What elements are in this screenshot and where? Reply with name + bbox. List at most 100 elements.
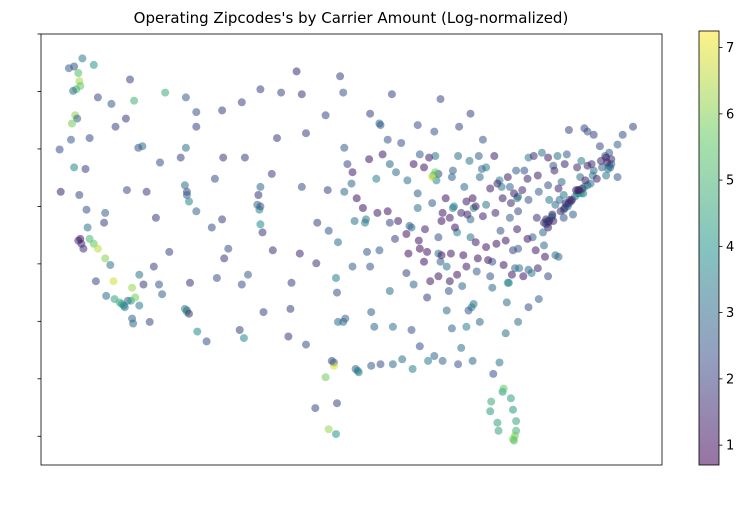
data-point [358,204,367,212]
data-point [607,155,616,164]
data-point [554,252,563,261]
data-point [394,217,403,225]
data-point [465,156,474,165]
data-point [532,213,541,222]
data-point [415,342,424,351]
data-point [474,152,483,160]
data-point [70,163,79,172]
data-point [420,163,428,172]
data-point [78,54,87,63]
data-point [403,176,412,185]
data-point [333,288,341,297]
data-point [447,324,456,333]
data-point [327,356,336,365]
data-point [239,334,248,343]
data-point [375,246,384,255]
data-point [507,270,516,279]
data-point [505,213,514,222]
data-point [548,210,557,219]
data-point [415,150,424,159]
data-point [321,111,330,120]
data-point [161,88,170,97]
data-point [185,197,193,206]
data-point [510,436,518,445]
data-point [458,282,467,291]
data-point [181,93,190,102]
data-point [437,217,446,225]
data-point [466,109,475,118]
data-point [192,122,201,131]
data-point [350,217,359,225]
data-point [475,317,484,326]
data-point [447,173,456,182]
data-point [186,278,194,287]
data-point [202,337,211,346]
data-point [151,213,160,222]
colorbar-ticks: 1 2 3 4 5 6 7 [719,41,734,454]
data-point [339,88,348,97]
data-point [73,114,82,123]
data-point [388,360,397,369]
data-point [121,114,130,123]
data-point [560,160,569,169]
data-point [544,153,553,162]
data-point [373,208,382,217]
data-point [577,156,586,165]
data-point [372,174,381,183]
data-point [56,187,65,196]
data-point [224,244,233,253]
data-point [366,262,375,271]
data-point [426,277,435,286]
data-point [462,197,471,206]
data-point [569,210,577,219]
data-point [292,67,301,76]
colorbar-tick-label: 4 [726,240,734,255]
data-point [385,218,394,227]
data-point [454,152,463,160]
data-point [455,122,464,131]
data-point [518,186,527,195]
data-point [212,274,221,282]
data-point [378,150,387,159]
data-point [445,277,454,286]
data-point [176,153,185,162]
data-point [156,158,164,167]
data-point [430,127,439,136]
data-point [475,173,484,182]
data-point [490,152,499,160]
data-point [580,124,589,133]
data-point [93,244,102,253]
data-point [67,135,75,144]
data-point [165,247,174,256]
data-point [193,327,202,336]
data-point [430,352,439,360]
data-point [564,126,573,134]
data-point [533,264,542,273]
data-point [149,262,158,271]
data-point [267,169,276,178]
data-point [559,191,568,199]
data-point [493,179,502,188]
data-point [111,122,120,131]
data-point [352,194,361,203]
data-point [363,247,371,256]
data-point [505,182,514,191]
data-point [297,90,306,99]
data-point [468,194,477,203]
data-point [523,174,532,183]
data-point [494,426,503,435]
data-point [534,187,543,196]
data-point [477,165,486,173]
data-point [76,234,85,243]
data-point [258,228,267,237]
data-point [218,215,227,224]
data-point [533,171,542,180]
data-point [192,207,201,216]
data-point [438,356,447,365]
data-point [539,228,547,237]
data-point [520,166,529,175]
data-point [256,85,265,94]
data-point [302,340,310,349]
data-point [383,135,392,144]
data-point [237,280,246,289]
